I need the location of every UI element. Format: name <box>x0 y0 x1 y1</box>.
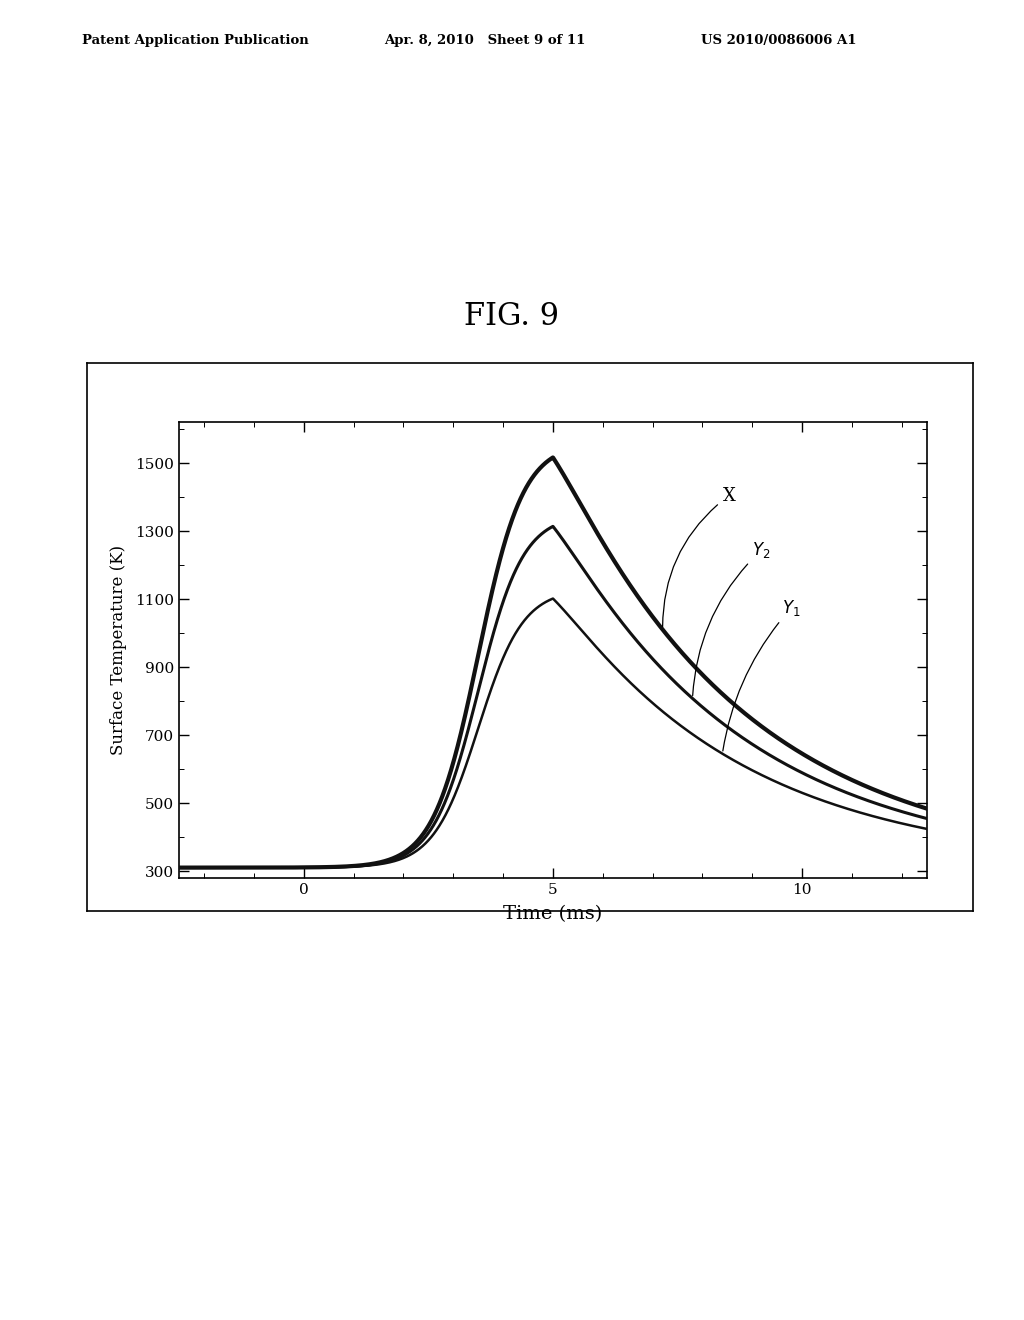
X-axis label: Time (ms): Time (ms) <box>504 906 602 923</box>
Text: Apr. 8, 2010   Sheet 9 of 11: Apr. 8, 2010 Sheet 9 of 11 <box>384 34 586 48</box>
Text: $Y_1$: $Y_1$ <box>723 598 801 751</box>
Text: US 2010/0086006 A1: US 2010/0086006 A1 <box>701 34 857 48</box>
Text: Patent Application Publication: Patent Application Publication <box>82 34 308 48</box>
Text: X: X <box>663 487 735 627</box>
Text: $Y_2$: $Y_2$ <box>692 540 771 696</box>
Y-axis label: Surface Temperature (K): Surface Temperature (K) <box>110 545 127 755</box>
Text: FIG. 9: FIG. 9 <box>465 301 559 333</box>
